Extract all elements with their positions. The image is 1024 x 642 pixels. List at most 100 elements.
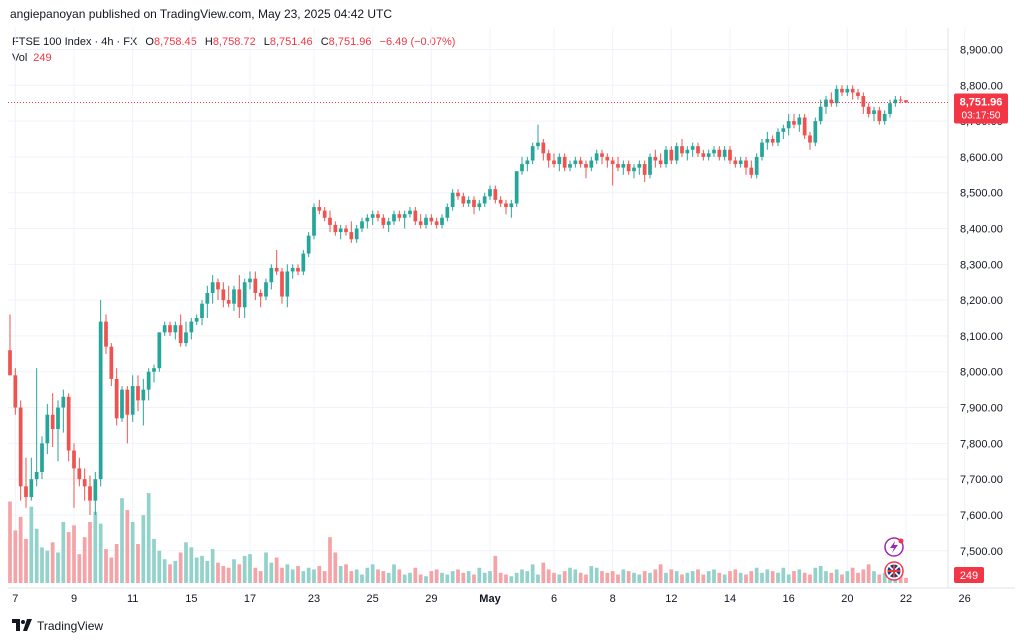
candle-body (120, 389, 124, 419)
x-tick-label: 6 (551, 593, 557, 605)
candle-body (797, 117, 802, 125)
candle-body (98, 321, 103, 480)
volume-bar (845, 571, 850, 583)
volume-bar (589, 566, 594, 583)
volume-bar (24, 538, 28, 583)
volume-bar (210, 549, 215, 583)
candle-body (280, 271, 284, 297)
volume-bar (280, 567, 284, 583)
candle-body (136, 386, 140, 401)
candle-body (482, 196, 487, 204)
volume-bar (818, 566, 823, 583)
candle-body (722, 149, 727, 157)
x-tick-label: 29 (425, 593, 437, 605)
candle-body (658, 160, 663, 165)
candle-body (536, 142, 540, 147)
candle-body (637, 164, 642, 168)
candle-body (648, 156, 652, 175)
candle-body (749, 167, 754, 175)
volume-bar (296, 566, 300, 583)
candle-body (541, 142, 546, 154)
candle-body (626, 164, 631, 172)
time-axis[interactable]: 7 9 11 15 17 23 25 29 May 6 8 12 14 16 20 22 26 (12, 593, 971, 605)
tradingview-logo-icon (12, 618, 32, 634)
candle-body (365, 217, 370, 222)
volume-bar (685, 572, 690, 583)
candle-body (376, 214, 380, 218)
volume-bar (861, 569, 866, 583)
candle-body (162, 325, 167, 333)
candle-body (840, 88, 844, 93)
volume-bar (562, 571, 567, 583)
candles (8, 85, 908, 515)
volume-bar (77, 554, 82, 583)
candle-body (168, 325, 172, 333)
candle-body (898, 99, 903, 101)
volume-bar (717, 572, 722, 583)
candle-body (418, 221, 423, 225)
volume-bar (669, 569, 674, 583)
volume-bar (829, 572, 834, 583)
volume-bar (514, 572, 519, 583)
volume-bar (237, 564, 242, 583)
candle-body (616, 164, 620, 168)
y-tick-label: 7,700.00 (960, 474, 1003, 486)
volume-bar (445, 574, 450, 583)
volume-bar (840, 574, 844, 583)
y-tick-label: 7,800.00 (960, 438, 1003, 450)
volume-bar (98, 523, 103, 583)
volume-bar (136, 543, 140, 583)
price-axis[interactable]: 7,500.00 7,600.00 7,700.00 7,800.00 7,900.00… (960, 44, 1003, 557)
candle-body (333, 224, 338, 233)
candle-body (194, 318, 199, 322)
x-tick-label: 20 (841, 593, 853, 605)
candle-body (45, 414, 50, 444)
candle-body (488, 189, 492, 197)
volume-bar (605, 572, 610, 583)
candle-body (13, 375, 18, 408)
volume-bar (205, 560, 210, 583)
volume-bar (34, 528, 39, 583)
candle-body (360, 221, 364, 229)
candle-body (765, 139, 770, 143)
volume-bar (386, 572, 391, 583)
volume-bar (541, 562, 546, 583)
candle-body (728, 149, 732, 161)
volume-bar (653, 569, 658, 583)
candle-body (674, 146, 679, 161)
candle-body (88, 486, 92, 501)
volume-bar (573, 569, 578, 583)
candle-body (861, 96, 866, 107)
uk-flag-icon[interactable] (884, 561, 904, 581)
candle-body (146, 371, 151, 390)
volume-bar (568, 567, 572, 583)
volume-value: 249 (33, 52, 52, 64)
candle-body (802, 117, 807, 136)
candle-body (696, 146, 700, 154)
candle-body (530, 146, 535, 161)
candle-body (776, 131, 780, 143)
volume-bar (482, 572, 487, 583)
candle-body (312, 207, 316, 236)
flash-icon[interactable] (884, 537, 904, 557)
volume-bar (424, 576, 428, 583)
volume-bar (317, 566, 322, 583)
candle-body (808, 135, 812, 143)
candle-body (328, 217, 332, 225)
countdown-value: 03:17:50 (962, 110, 1001, 121)
candle-body (786, 121, 791, 129)
volume-bar (493, 555, 498, 583)
volume-bar (856, 572, 860, 583)
y-tick-label: 8,000.00 (960, 367, 1003, 379)
candle-body (8, 350, 12, 376)
x-tick-label: 26 (959, 593, 971, 605)
volume-bar (808, 574, 812, 583)
volume-bar (557, 574, 562, 583)
volume-bar (290, 569, 295, 583)
candle-body (317, 207, 322, 211)
candle-body (306, 235, 311, 254)
candle-body (189, 321, 194, 333)
x-tick-label: 7 (12, 593, 18, 605)
candle-body (904, 100, 908, 103)
